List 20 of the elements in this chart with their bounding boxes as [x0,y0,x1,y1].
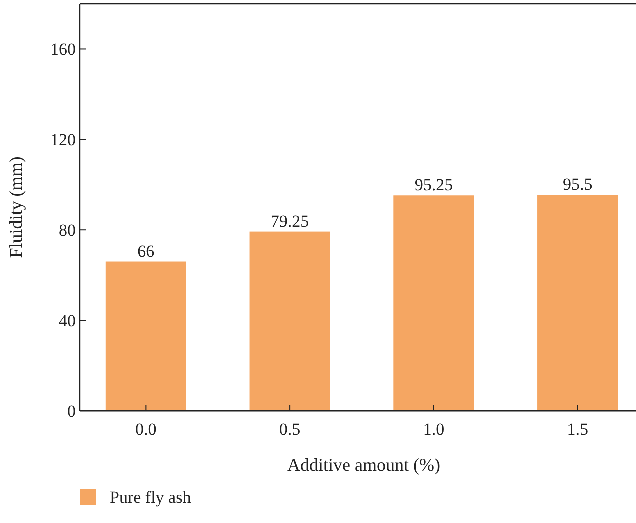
y-tick-label: 120 [50,130,76,150]
x-tick-label: 0.5 [279,420,301,439]
x-tick-label: 1.0 [423,420,445,439]
y-axis-title: Fluidity (mm) [6,156,26,258]
x-tick-label: 0.0 [136,420,157,439]
x-axis-title: Additive amount (%) [288,455,440,475]
x-tick-label: 1.5 [567,420,588,439]
bar [394,196,474,411]
data-label: 66 [138,242,155,261]
data-label: 79.25 [270,212,310,231]
y-tick-label: 80 [59,221,76,240]
legend-label: Pure fly ash [110,488,192,507]
y-tick-label: 40 [59,312,76,331]
bar [106,262,186,411]
bar [538,195,618,411]
y-tick-label: 0 [68,402,76,421]
y-tick-label: 160 [50,40,76,60]
bar [250,232,330,411]
data-label: 95.25 [414,176,454,195]
data-label: 95.5 [562,175,593,194]
